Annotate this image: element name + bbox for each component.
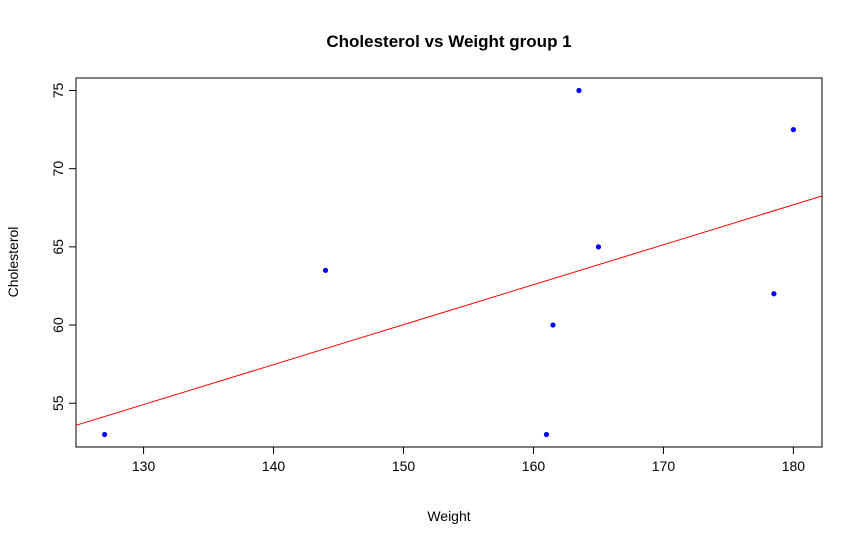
plot-area	[75, 77, 823, 448]
y-tick-label-70: 70	[50, 161, 66, 177]
data-point-6	[595, 244, 602, 250]
x-tick-label-160: 160	[522, 458, 546, 474]
x-axis: 130 140 150 160 170 180	[132, 446, 806, 474]
y-tick-label-65: 65	[50, 239, 66, 255]
y-axis-title: Cholesterol	[5, 227, 21, 298]
data-point-8	[790, 126, 797, 133]
data-point-7	[771, 291, 777, 297]
data-point-4	[550, 322, 556, 328]
x-tick-label-140: 140	[262, 458, 286, 474]
data-point-3	[543, 431, 550, 438]
data-point-5	[576, 87, 582, 94]
data-point-1	[101, 431, 108, 438]
y-tick-label-75: 75	[50, 83, 66, 99]
x-tick-label-130: 130	[132, 458, 156, 474]
chart-title: Cholesterol vs Weight group 1	[326, 32, 571, 51]
plot-frame	[75, 77, 823, 448]
regression-line	[76, 195, 822, 426]
data-point-2	[322, 267, 329, 273]
y-tick-label-60: 60	[50, 317, 66, 333]
x-axis-title: Weight	[427, 508, 470, 524]
y-axis: 55 60 65 70 75	[50, 83, 77, 411]
x-tick-label-170: 170	[652, 458, 676, 474]
x-tick-label-180: 180	[782, 458, 806, 474]
x-tick-label-150: 150	[392, 458, 416, 474]
y-tick-label-55: 55	[50, 395, 66, 411]
